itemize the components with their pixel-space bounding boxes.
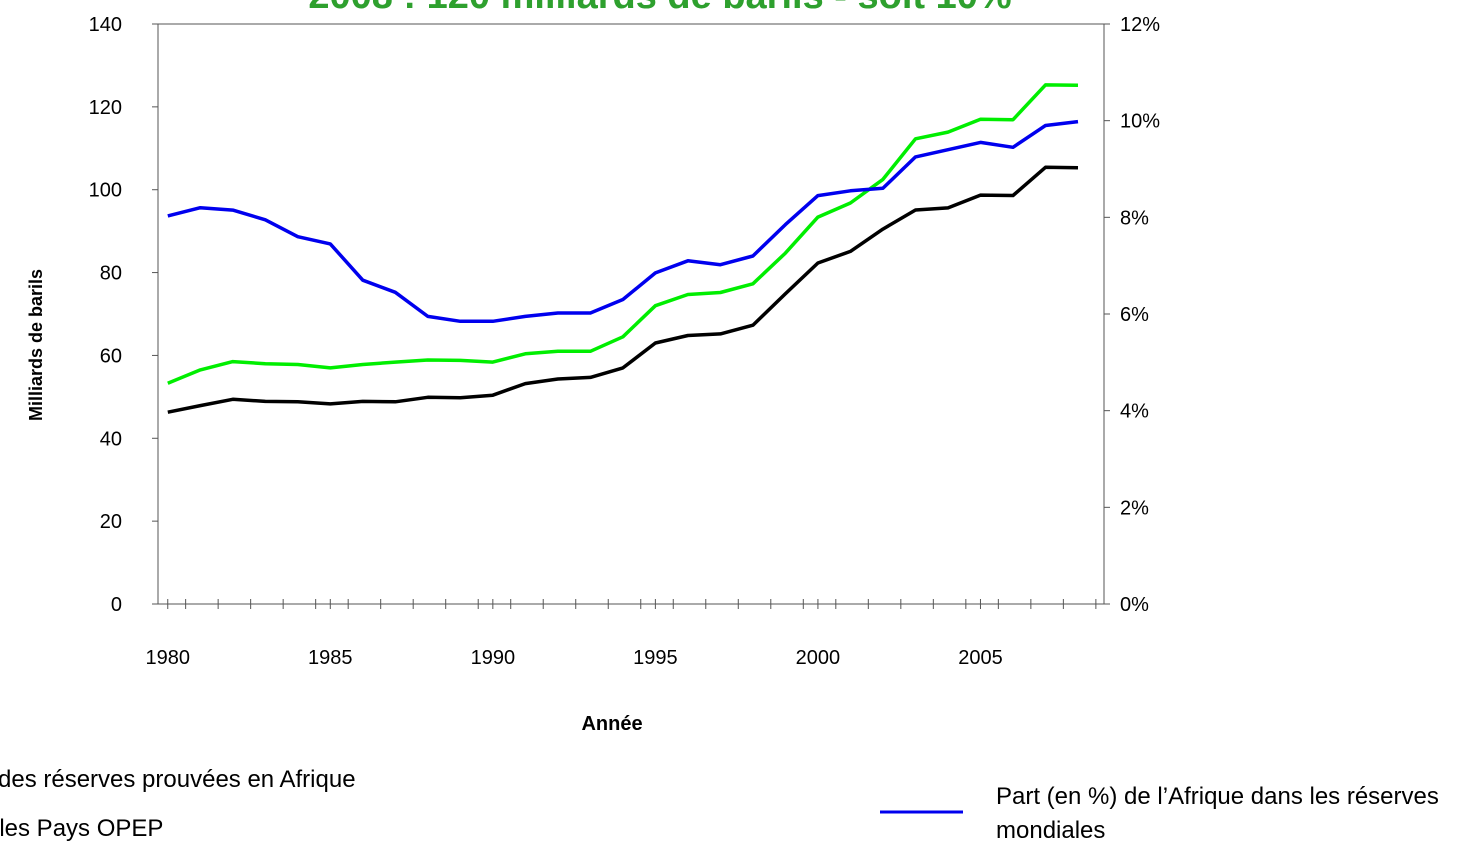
y-tick-label: 0: [111, 594, 122, 616]
y2-tick-label: 8%: [1120, 207, 1149, 229]
y-tick-label: 140: [89, 14, 122, 36]
series-line: [167, 119, 1079, 324]
y-tick-label: 100: [89, 180, 122, 202]
x-tick-label: 2000: [796, 647, 841, 669]
y-tick-label: 60: [100, 345, 122, 367]
x-tick-label: 1995: [633, 647, 678, 669]
chart-title: 2008 : 120 milliards de barils - soit 10…: [308, 0, 1011, 17]
y-tick-label: 40: [100, 428, 122, 450]
series-line: [167, 165, 1079, 414]
legend-label: t les Pays OPEP: [0, 815, 164, 842]
y-axis-label: Milliards de barils: [26, 269, 46, 421]
y2-tick-label: 2%: [1120, 497, 1149, 519]
y-tick-label: 20: [100, 511, 122, 533]
y2-tick-label: 4%: [1120, 401, 1149, 423]
y2-tick-label: 0%: [1120, 594, 1149, 616]
x-tick-label: 2005: [958, 647, 1003, 669]
y2-tick-label: 6%: [1120, 304, 1149, 326]
y-tick-label: 120: [89, 97, 122, 119]
x-tick-label: 1980: [146, 647, 191, 669]
legend-label: Part (en %) de l’Afrique dans les réserv…: [996, 783, 1439, 844]
y2-tick-label: 12%: [1120, 14, 1160, 36]
x-tick-label: 1985: [308, 647, 353, 669]
plot-frame: [157, 23, 1105, 605]
series-line: [167, 83, 1079, 385]
x-axis-label: Année: [581, 713, 642, 735]
legend-label: l des réserves prouvées en Afrique: [0, 766, 356, 793]
y2-tick-label: 10%: [1120, 111, 1160, 133]
x-tick-label: 1990: [471, 647, 516, 669]
y-tick-label: 80: [100, 263, 122, 285]
